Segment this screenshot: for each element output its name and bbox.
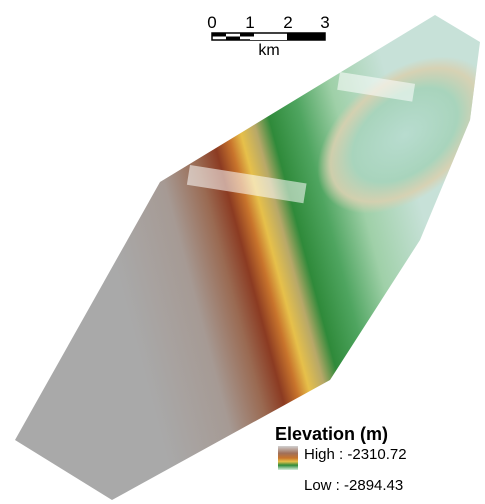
scale-label: 3 xyxy=(320,13,329,32)
scale-label: 1 xyxy=(245,13,254,32)
elevation-surface xyxy=(0,0,485,504)
legend-ramp xyxy=(278,446,298,470)
scale-unit: km xyxy=(258,42,279,59)
legend-low: Low : -2894.43 xyxy=(304,477,403,494)
scale-bar: 0 1 2 3 km xyxy=(207,13,329,59)
scale-label: 2 xyxy=(283,13,292,32)
map: 0 1 2 3 km Elevation (m) High : -2310.72… xyxy=(0,0,485,504)
legend: Elevation (m) High : -2310.72 Low : -289… xyxy=(275,424,407,494)
scale-label: 0 xyxy=(207,13,216,32)
legend-title: Elevation (m) xyxy=(275,424,388,444)
legend-high: High : -2310.72 xyxy=(304,446,407,463)
